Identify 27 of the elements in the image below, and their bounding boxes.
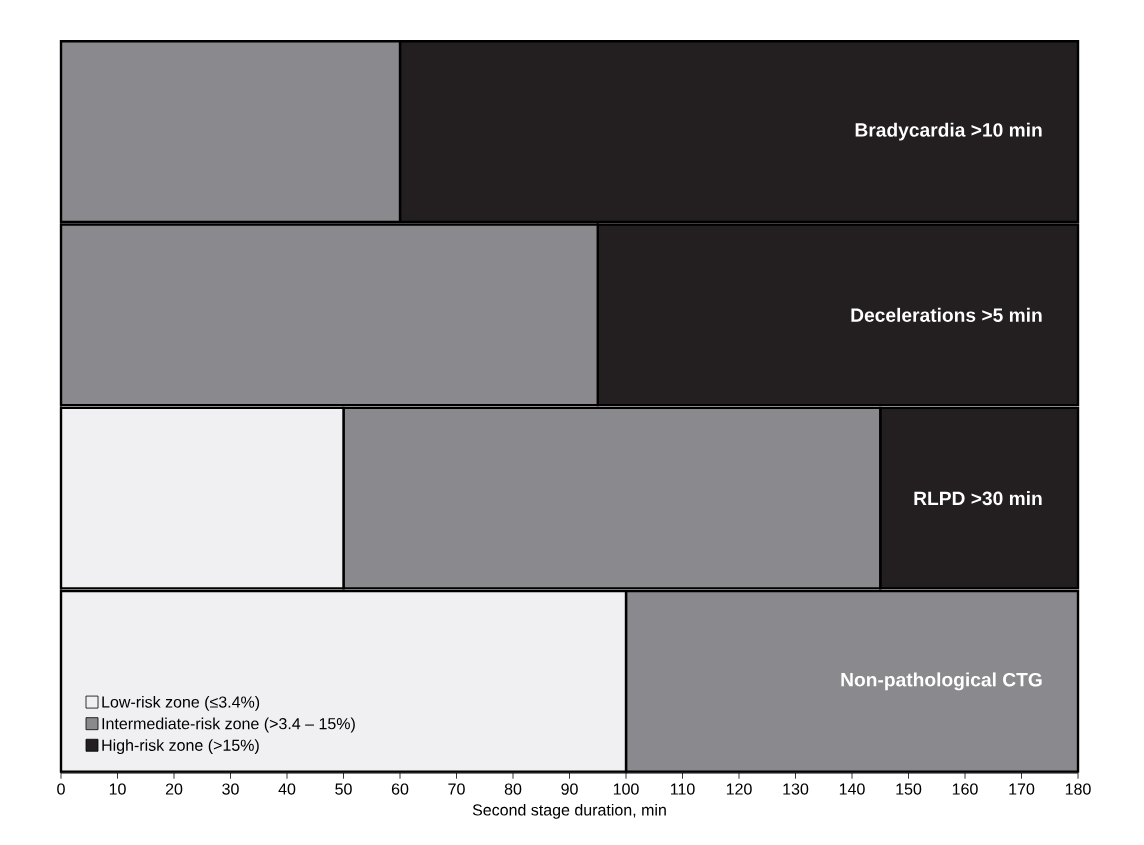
x-tick-label: 40 (278, 783, 296, 795)
x-tick-label: 90 (561, 783, 578, 795)
x-tick-label: 10 (109, 783, 126, 795)
x-tick-label: 160 (952, 783, 978, 795)
x-tick-label: 120 (726, 783, 752, 795)
x-tick-label: 30 (222, 783, 239, 795)
x-tick-label: 70 (448, 783, 465, 795)
legend-label: Intermediate-risk zone (>3.4 – 15%) (102, 717, 355, 733)
legend-label: High-risk zone (>15%) (102, 739, 259, 755)
x-axis-title: Second stage duration, min (472, 803, 666, 819)
y-tick-label: Bradycardia >10 min (855, 122, 1042, 141)
y-tick-label: Decelerations >5 min (851, 307, 1042, 322)
x-tick-label: 0 (57, 783, 65, 795)
x-tick-label: 110 (670, 783, 695, 795)
x-tick-label: 20 (165, 783, 183, 795)
x-tick-label: 130 (783, 783, 809, 795)
x-tick-label: 80 (504, 783, 522, 795)
x-tick-label: 140 (839, 783, 865, 795)
x-tick-label: 170 (1009, 783, 1035, 795)
legend-label: Low-risk zone (≤3.4%) (102, 695, 260, 711)
y-tick-label: RLPD >30 min (914, 491, 1042, 506)
y-tick-label: Non-pathological CTG (841, 672, 1042, 691)
x-tick-label: 60 (391, 783, 409, 795)
x-tick-label: 100 (613, 783, 639, 795)
x-tick-label: 50 (335, 783, 352, 795)
x-tick-label: 150 (896, 783, 922, 795)
x-tick-label: 180 (1065, 783, 1091, 795)
